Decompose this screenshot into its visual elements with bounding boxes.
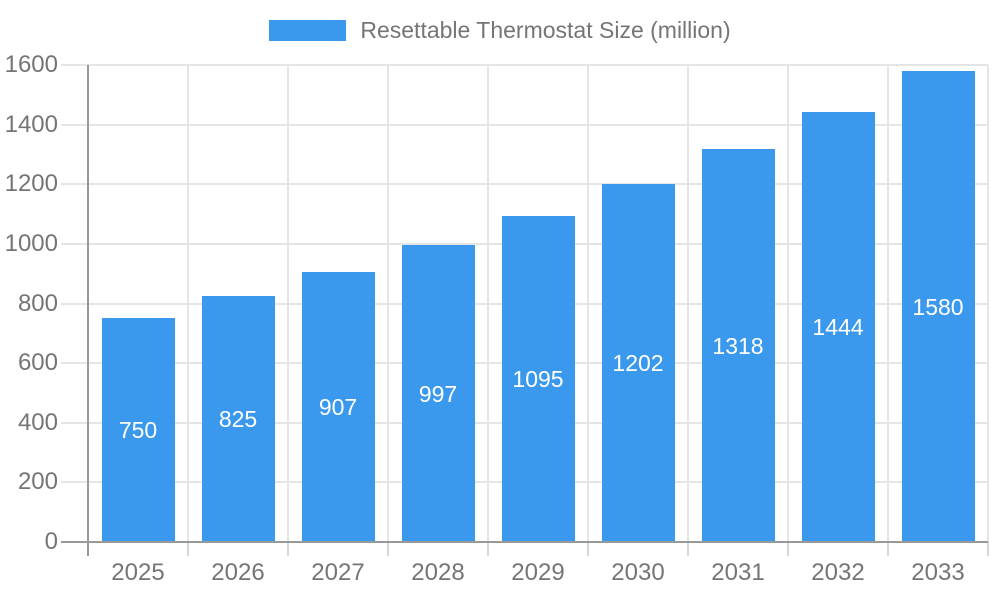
bar-value-label: 1202 bbox=[612, 350, 664, 376]
x-axis-tick bbox=[887, 542, 889, 556]
x-axis-tick bbox=[587, 542, 589, 556]
y-axis-tick-label: 200 bbox=[17, 468, 58, 496]
x-axis-tick-label: 2033 bbox=[911, 559, 965, 586]
bar-value-label: 1095 bbox=[512, 366, 564, 392]
bar-2033[interactable] bbox=[901, 71, 975, 542]
y-axis-tick-label: 1600 bbox=[4, 51, 58, 78]
bar-2028[interactable] bbox=[401, 245, 475, 542]
gridline-horizontal bbox=[61, 64, 988, 67]
x-axis-tick bbox=[687, 542, 689, 556]
bar-2031[interactable] bbox=[701, 149, 775, 542]
gridline-vertical bbox=[587, 65, 589, 542]
x-axis-tick bbox=[787, 542, 789, 556]
gridline-vertical bbox=[987, 65, 989, 542]
y-axis-tick-label: 1400 bbox=[4, 110, 58, 138]
gridline-vertical bbox=[887, 65, 889, 542]
gridline-vertical bbox=[387, 65, 389, 542]
bar-value-label: 997 bbox=[418, 380, 458, 407]
y-axis-tick-label: 400 bbox=[17, 408, 58, 436]
x-axis-tick-label: 2025 bbox=[111, 559, 165, 586]
bar-2030[interactable] bbox=[601, 184, 675, 542]
gridline-vertical bbox=[487, 65, 489, 542]
x-axis-tick bbox=[987, 542, 989, 556]
x-axis-tick-label: 2027 bbox=[311, 559, 365, 586]
bar-2026[interactable] bbox=[201, 296, 275, 542]
plot-area: 0 200 400 600 800 1000 1200 1400 1600 750 825 907 99… bbox=[5, 51, 989, 586]
bar-2025[interactable] bbox=[101, 318, 175, 542]
y-axis-line bbox=[87, 65, 89, 556]
bar-value-label: 1318 bbox=[712, 332, 764, 359]
gridline-horizontal bbox=[61, 123, 988, 126]
bar-value-label: 1444 bbox=[812, 314, 864, 340]
y-axis-tick-label: 0 bbox=[44, 528, 58, 555]
bar-2029[interactable] bbox=[501, 216, 575, 542]
y-axis-tick-label: 600 bbox=[17, 349, 58, 377]
bar-2027[interactable] bbox=[301, 272, 375, 542]
gridline-vertical bbox=[187, 65, 189, 542]
x-axis-tick-label: 2026 bbox=[211, 559, 265, 586]
x-axis-tick-label: 2029 bbox=[511, 559, 565, 586]
bar-value-label: 907 bbox=[318, 394, 358, 420]
x-axis-line bbox=[61, 541, 988, 543]
bar-value-label: 750 bbox=[118, 417, 158, 443]
legend-swatch-icon bbox=[269, 19, 347, 41]
y-axis-tick-label: 1200 bbox=[4, 170, 58, 198]
y-axis-tick-label: 1000 bbox=[4, 229, 58, 257]
x-axis-tick-label: 2031 bbox=[711, 559, 765, 586]
y-axis-tick-label: 800 bbox=[17, 289, 58, 317]
x-axis-tick-label: 2030 bbox=[611, 559, 665, 586]
gridline-vertical bbox=[687, 65, 689, 542]
x-axis-tick-label: 2028 bbox=[411, 559, 465, 586]
gridline-horizontal bbox=[61, 183, 988, 186]
gridline-vertical bbox=[787, 65, 789, 542]
bar-2032[interactable] bbox=[801, 112, 875, 542]
bar-value-label: 1580 bbox=[912, 293, 964, 320]
legend-label: Resettable Thermostat Size (million) bbox=[360, 17, 731, 43]
x-axis-tick bbox=[187, 542, 189, 556]
x-axis-tick bbox=[387, 542, 389, 556]
gridline-vertical bbox=[287, 65, 289, 542]
x-axis-tick-label: 2032 bbox=[811, 559, 865, 586]
bar-value-label: 825 bbox=[218, 406, 258, 432]
x-axis-tick bbox=[487, 542, 489, 556]
x-axis-tick bbox=[287, 542, 289, 556]
legend-item[interactable]: Resettable Thermostat Size (million) bbox=[0, 17, 1000, 43]
